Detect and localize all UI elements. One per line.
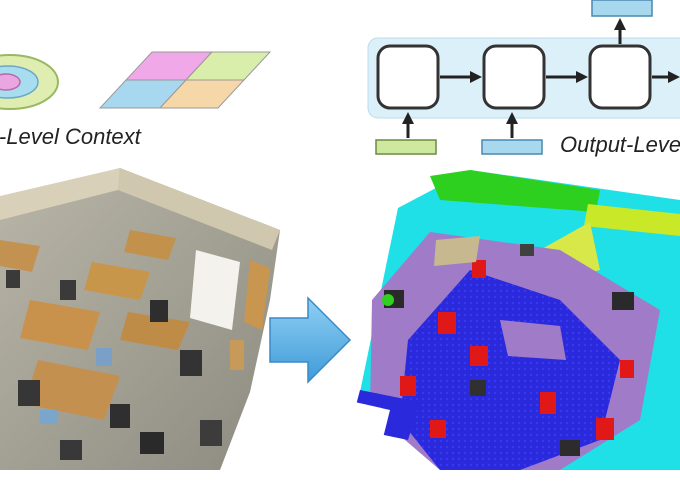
rnn-chain-diagram [367,0,680,155]
rnn-cell-1 [376,44,440,110]
feature-bar-blue [481,139,543,155]
input-level-label: Input-Level Context [0,124,141,149]
output-level-label: Output-Level Context [560,132,680,157]
input-point-cloud [0,168,280,470]
output-feature-bar [591,0,653,17]
grid-context-icon [98,51,272,109]
feature-bar-green [375,139,437,155]
concentric-context-icon [0,54,59,110]
segmented-point-cloud [340,170,680,470]
rnn-cell-2 [482,44,546,110]
flow-arrow [269,296,352,384]
rnn-cell-3 [588,44,652,110]
